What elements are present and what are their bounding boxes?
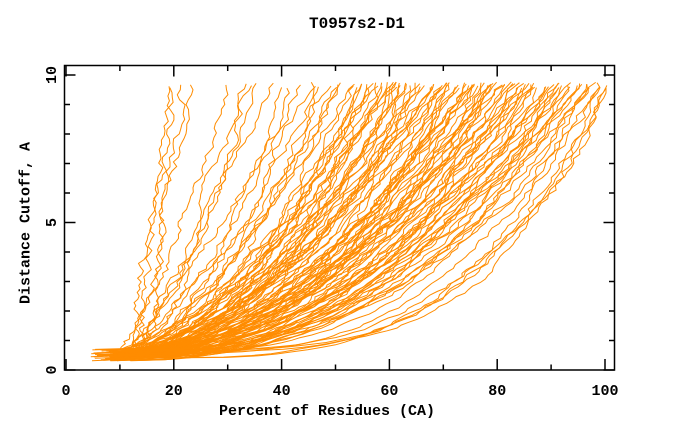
model-curve xyxy=(106,86,456,351)
model-curve xyxy=(109,81,596,361)
model-curve xyxy=(131,87,174,352)
model-curve xyxy=(134,83,506,358)
model-curve xyxy=(112,82,524,353)
model-curve xyxy=(92,85,562,351)
model-curve xyxy=(117,85,448,355)
model-curve xyxy=(138,84,186,356)
model-curve xyxy=(90,84,368,358)
model-curve xyxy=(91,85,479,355)
model-curve xyxy=(130,88,607,359)
x-axis-label: Percent of Residues (CA) xyxy=(218,403,436,420)
model-curve xyxy=(123,82,601,352)
y-axis-label: Distance Cutoff, A xyxy=(17,141,35,305)
model-curve xyxy=(110,87,590,359)
model-curve xyxy=(94,82,448,354)
model-curve xyxy=(113,82,274,357)
model-curve xyxy=(120,85,473,357)
model-curve xyxy=(101,85,354,352)
model-curve xyxy=(91,85,412,362)
model-curve xyxy=(116,87,607,353)
model-curve xyxy=(125,84,589,355)
model-curve xyxy=(114,84,473,351)
model-curve xyxy=(110,87,283,361)
model-curve xyxy=(117,84,588,355)
chart-title: T0957s2-D1 xyxy=(308,15,405,33)
model-curve xyxy=(125,86,433,359)
y-tick-label: 0 xyxy=(44,365,61,374)
x-tick-label: 100 xyxy=(591,383,618,400)
model-curve xyxy=(110,87,519,354)
model-curve xyxy=(100,83,581,356)
model-curve xyxy=(131,86,421,353)
model-curve xyxy=(111,82,341,352)
model-curve xyxy=(125,87,290,354)
model-curve xyxy=(127,84,339,353)
model-curve xyxy=(117,84,229,351)
y-tick-label: 5 xyxy=(44,218,61,227)
model-curve xyxy=(126,86,175,351)
model-curve xyxy=(100,82,559,351)
y-tick-label: 10 xyxy=(44,66,61,84)
model-curve xyxy=(126,85,252,360)
x-tick-label: 40 xyxy=(273,383,291,400)
model-curve xyxy=(143,84,194,355)
model-curve xyxy=(130,87,560,362)
x-tick-label: 20 xyxy=(165,383,183,400)
plot-frame xyxy=(63,64,616,371)
model-curve xyxy=(136,83,475,356)
model-curve xyxy=(111,86,442,361)
model-curve xyxy=(115,86,600,351)
model-curve xyxy=(103,84,301,357)
model-curve xyxy=(105,82,535,353)
model-curve xyxy=(118,82,560,353)
model-curve xyxy=(108,81,397,352)
model-curve xyxy=(98,86,338,356)
model-curve xyxy=(94,82,520,359)
axis-ticks xyxy=(64,65,615,371)
model-curves xyxy=(90,81,608,362)
x-tick-label: 80 xyxy=(488,383,506,400)
x-tick-label: 60 xyxy=(380,383,398,400)
model-curve xyxy=(103,83,407,356)
model-curve xyxy=(119,87,358,356)
model-curve xyxy=(115,86,571,356)
x-tick-label: 0 xyxy=(61,383,70,400)
